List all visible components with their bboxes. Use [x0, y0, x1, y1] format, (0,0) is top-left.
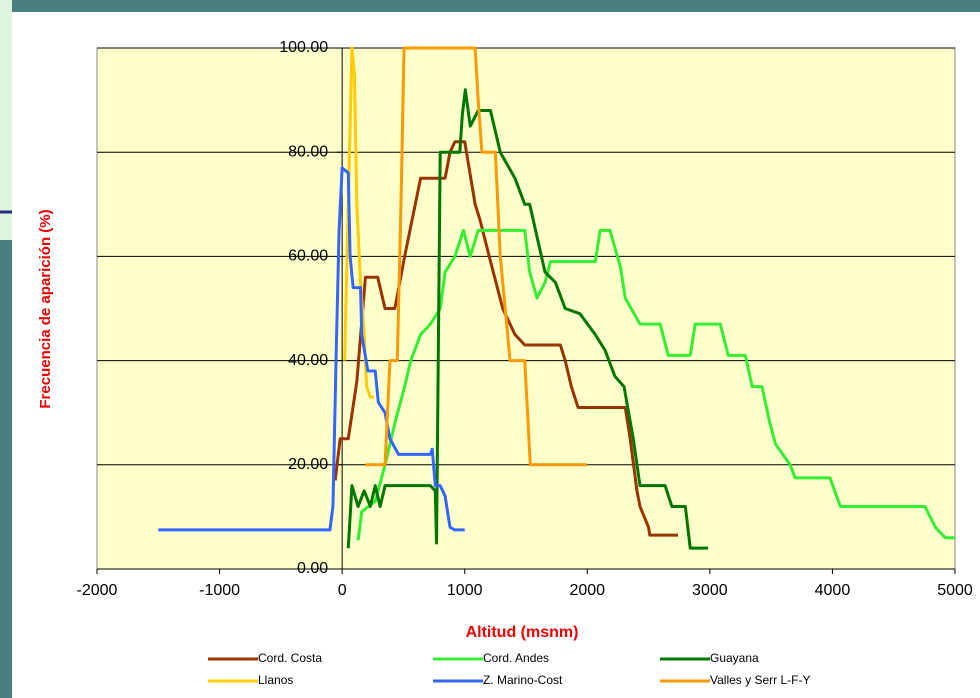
series-line — [346, 88, 709, 550]
y-tick-label: 40.00 — [288, 352, 328, 369]
x-tick-label: 1000 — [447, 582, 483, 599]
x-tick-label: 2000 — [569, 582, 605, 599]
legend-label: Valles y Serr L-F-Y — [710, 673, 810, 687]
series-line — [158, 166, 465, 532]
y-axis-title: Frecuencia de aparición (%) — [37, 209, 54, 408]
x-tick-label: 0 — [338, 582, 347, 599]
x-axis-title: Altitud (msnm) — [466, 624, 579, 641]
series-line — [356, 228, 955, 541]
y-tick-label: 0.00 — [297, 560, 328, 577]
y-tick-label: 80.00 — [288, 143, 328, 160]
y-tick-label: 100.00 — [279, 39, 328, 56]
y-tick-label: 60.00 — [288, 248, 328, 265]
legend-label: Cord. Costa — [258, 651, 322, 665]
x-tick-label: 3000 — [692, 582, 728, 599]
side-panel — [0, 0, 12, 240]
legend-label: Z. Marino-Cost — [483, 673, 563, 687]
x-tick-label: -1000 — [199, 582, 240, 599]
x-tick-label: -2000 — [77, 582, 118, 599]
legend-label: Llanos — [258, 673, 293, 687]
legend-label: Cord. Andes — [483, 651, 549, 665]
series-line — [365, 46, 588, 467]
y-tick-label: 20.00 — [288, 456, 328, 473]
series-line — [333, 140, 678, 537]
x-tick-label: 5000 — [937, 582, 973, 599]
plot-area — [96, 47, 956, 570]
series-line — [343, 46, 375, 399]
legend-label: Guayana — [710, 651, 759, 665]
x-tick-label: 4000 — [815, 582, 851, 599]
